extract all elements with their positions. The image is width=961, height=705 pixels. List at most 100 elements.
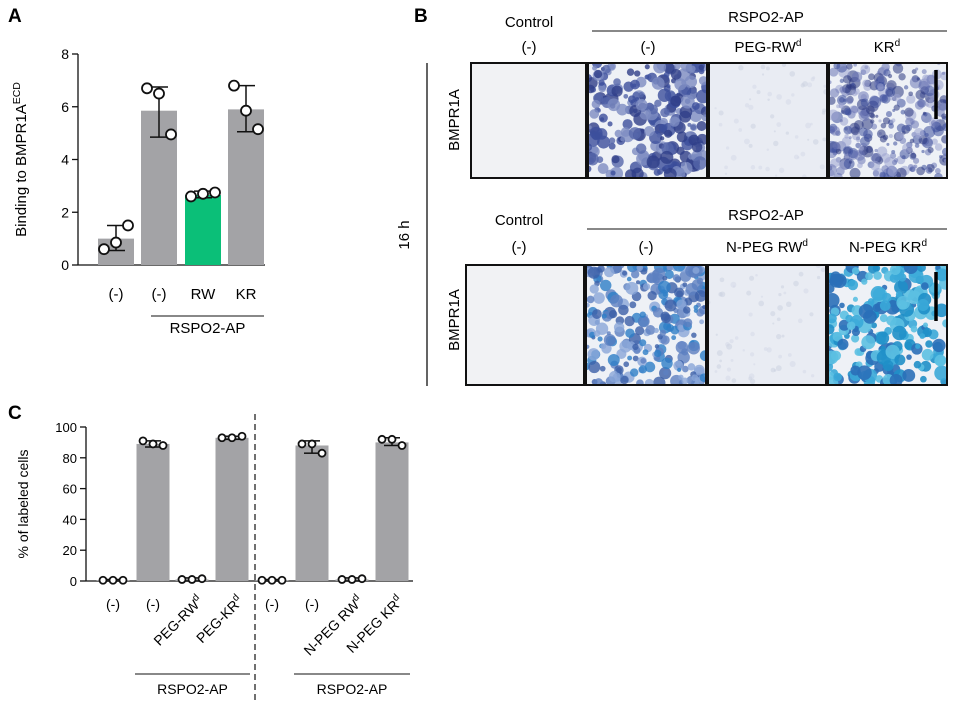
stain-blob: [869, 112, 875, 118]
stain-blob: [591, 309, 602, 319]
stain-blob: [615, 367, 622, 374]
stain-blob: [776, 94, 782, 100]
stain-blob: [821, 111, 826, 115]
stain-blob: [833, 372, 842, 382]
stain-blob: [623, 81, 634, 92]
stain-blob: [718, 122, 723, 127]
data-point: [377, 434, 387, 444]
stain-blob: [716, 364, 722, 369]
stain-blob: [893, 158, 899, 163]
stain-blob: [902, 143, 913, 154]
data-point: [397, 441, 407, 450]
stain-blob: [691, 141, 703, 153]
stain-blob: [837, 338, 849, 350]
stain-blob: [846, 321, 856, 330]
stain-blob: [653, 267, 666, 280]
stain-blob: [851, 90, 858, 97]
stain-blob: [849, 160, 853, 164]
stain-blob: [653, 376, 666, 385]
stain-blob: [636, 379, 644, 385]
stain-blob: [885, 344, 900, 359]
stain-blob: [758, 300, 765, 307]
stain-blob: [669, 116, 680, 127]
stain-blob: [750, 352, 755, 357]
stain-blob: [653, 327, 659, 334]
stain-blob: [587, 266, 600, 279]
stain-blob: [850, 126, 860, 136]
stain-blob: [905, 124, 913, 132]
stain-blob: [598, 79, 605, 86]
stain-blob: [912, 157, 920, 164]
stain-blob: [653, 168, 661, 176]
stain-blob: [879, 314, 888, 323]
stain-blob: [733, 118, 739, 124]
stain-blob: [927, 146, 934, 154]
stain-blob: [913, 360, 922, 369]
stain-blob: [773, 140, 779, 147]
micrograph-background: [709, 63, 827, 178]
stain-blob: [763, 347, 768, 351]
stain-blob: [839, 302, 845, 309]
stain-blob: [926, 163, 931, 168]
stain-blob: [934, 303, 947, 318]
y-tick-label: 4: [61, 152, 69, 168]
row1-group-label: RSPO2-AP: [728, 9, 804, 26]
group-label: RSPO2-AP: [317, 681, 388, 697]
stain-blob: [889, 373, 903, 385]
y-axis-label-text: Binding to BMPR1A: [13, 104, 30, 237]
stain-blob: [921, 348, 934, 361]
stain-blob: [793, 280, 799, 287]
chart-a-binding: 0 2 4 6 8 Binding to BMPR1AECD (-) (-) RW KR RSPO2…: [11, 46, 265, 337]
stain-blob: [689, 65, 696, 73]
stain-blob: [797, 318, 803, 324]
stain-blob: [877, 83, 884, 90]
data-point: [187, 575, 197, 584]
micrograph-grid: [465, 62, 948, 386]
y-tick-label: 0: [70, 574, 77, 589]
stain-blob: [756, 90, 761, 95]
x-category-label: (-): [146, 596, 160, 612]
stain-blob: [659, 136, 665, 141]
stain-blob: [675, 360, 683, 367]
stain-blob: [781, 63, 787, 68]
stain-blob: [770, 367, 776, 373]
stain-blob: [651, 76, 665, 90]
stain-blob: [802, 369, 807, 374]
stain-blob: [767, 98, 770, 101]
data-point: [98, 243, 110, 256]
stain-blob: [939, 154, 943, 159]
stain-blob: [922, 327, 932, 338]
stain-blob: [874, 148, 878, 153]
stain-blob: [857, 162, 863, 169]
data-point: [237, 431, 247, 441]
stain-blob: [699, 350, 706, 362]
stain-blob: [662, 275, 668, 281]
stain-blob: [661, 357, 673, 370]
stain-blob: [891, 118, 896, 123]
stain-blob: [750, 123, 756, 129]
stain-blob: [718, 110, 724, 116]
stain-blob: [832, 331, 843, 342]
stain-blob: [895, 291, 903, 298]
stain-blob: [881, 292, 892, 303]
bar: [136, 443, 170, 581]
stain-blob: [896, 123, 906, 133]
stain-blob: [629, 301, 637, 309]
stain-blob: [593, 292, 605, 304]
stain-blob: [603, 334, 616, 347]
stain-blob: [638, 91, 644, 98]
bar: [185, 195, 221, 265]
stain-blob: [865, 105, 875, 115]
stain-blob: [627, 355, 633, 361]
stain-blob: [701, 114, 707, 122]
stain-blob: [602, 64, 611, 74]
row1-col4-sup: d: [895, 38, 901, 49]
stain-blob: [934, 354, 947, 367]
data-point: [357, 574, 367, 584]
stain-blob: [809, 312, 814, 317]
stain-blob: [593, 69, 603, 79]
data-point: [197, 187, 209, 200]
y-axis-label: Binding to BMPR1AECD: [11, 82, 30, 237]
stain-blob: [599, 279, 612, 292]
stain-blob: [691, 279, 703, 291]
